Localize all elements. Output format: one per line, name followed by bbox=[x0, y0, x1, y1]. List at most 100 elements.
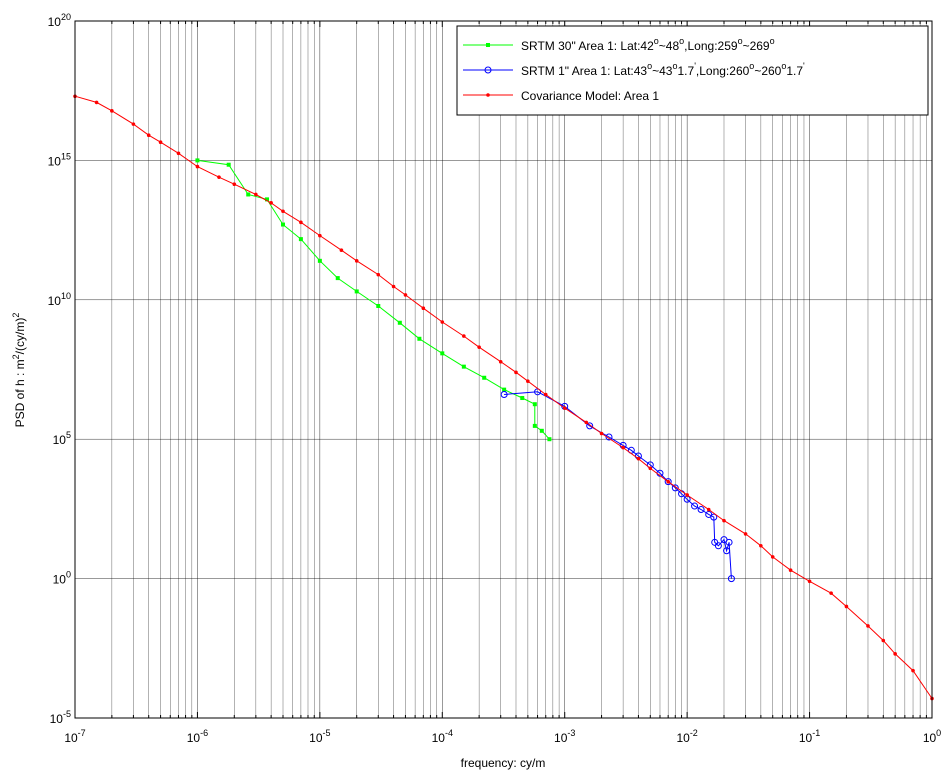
data-point bbox=[246, 192, 251, 197]
y-axis-label-main: PSD of h : m bbox=[13, 359, 27, 427]
data-point bbox=[520, 396, 525, 401]
legend-label-part: 1.7 bbox=[786, 64, 803, 78]
data-point bbox=[417, 336, 422, 341]
series-line bbox=[74, 95, 933, 699]
data-point bbox=[685, 493, 689, 497]
data-point bbox=[697, 506, 705, 514]
tick-base: 10 bbox=[53, 573, 67, 587]
data-point bbox=[586, 422, 594, 430]
data-point bbox=[281, 222, 286, 227]
data-point bbox=[477, 345, 481, 349]
data-point bbox=[691, 502, 699, 510]
data-point bbox=[317, 258, 322, 263]
legend-label-part: ' bbox=[694, 61, 696, 71]
data-point bbox=[807, 579, 812, 584]
tick-base: 10 bbox=[554, 731, 568, 745]
axes-background bbox=[75, 21, 932, 718]
data-point bbox=[217, 175, 221, 179]
legend-label-part: o bbox=[672, 61, 677, 71]
data-point bbox=[318, 233, 322, 238]
data-point bbox=[881, 638, 886, 643]
legend-label-part: o bbox=[770, 36, 775, 46]
series-0 bbox=[195, 158, 552, 442]
data-point bbox=[498, 359, 503, 364]
data-point bbox=[866, 624, 870, 628]
tick-exponent: -1 bbox=[812, 728, 820, 738]
data-point bbox=[584, 420, 589, 425]
x-tick-label: 10-7 bbox=[64, 728, 85, 745]
tick-exponent: -4 bbox=[445, 728, 453, 738]
data-point bbox=[94, 100, 99, 105]
legend-label-part: ~48 bbox=[659, 39, 680, 53]
tick-exponent: 15 bbox=[61, 151, 71, 161]
x-axis-label: frequency: cy/m bbox=[461, 756, 546, 770]
y-tick-label: 1015 bbox=[48, 151, 71, 168]
data-point bbox=[526, 379, 530, 384]
data-point bbox=[636, 456, 641, 461]
plot-area: 10-7 10-6 10-5 10-4 10-3 10-2 10-1 10010-510010… bbox=[48, 12, 942, 745]
data-point bbox=[391, 284, 396, 289]
tick-base: 10 bbox=[187, 731, 201, 745]
data-point bbox=[532, 402, 537, 407]
tick-base: 10 bbox=[50, 712, 64, 726]
data-point bbox=[911, 668, 915, 673]
data-point bbox=[269, 201, 273, 205]
data-point bbox=[829, 591, 833, 595]
x-tick-label: 10-3 bbox=[554, 728, 575, 745]
data-point bbox=[226, 162, 231, 167]
legend-label-part: ,Long:260 bbox=[696, 64, 750, 78]
legend-label-part: o bbox=[654, 36, 659, 46]
data-point bbox=[281, 209, 285, 214]
tick-exponent: 5 bbox=[66, 430, 71, 440]
data-point bbox=[299, 220, 303, 225]
tick-exponent: 0 bbox=[66, 570, 71, 580]
data-point bbox=[547, 437, 552, 442]
data-point bbox=[759, 544, 763, 548]
data-point bbox=[671, 484, 679, 492]
data-point bbox=[354, 259, 359, 263]
x-tick-label: 10-4 bbox=[432, 728, 453, 745]
data-point bbox=[666, 479, 670, 484]
legend-label-part: ~269 bbox=[743, 39, 770, 53]
data-point bbox=[770, 555, 775, 559]
data-point bbox=[440, 351, 445, 356]
data-point bbox=[532, 423, 537, 428]
legend-label: SRTM 1" Area 1: Lat:43o~43o1.7',Long:260… bbox=[521, 61, 805, 78]
series-2 bbox=[73, 94, 934, 701]
legend-label-part: Covariance Model: Area 1 bbox=[521, 89, 659, 103]
data-point bbox=[131, 122, 136, 126]
series-line bbox=[504, 391, 732, 579]
data-point bbox=[706, 507, 711, 512]
data-point bbox=[664, 478, 672, 486]
legend-label-part: ~260 bbox=[754, 64, 781, 78]
legend-label-part: o bbox=[738, 36, 743, 46]
y-axis-label-sup1: 2 bbox=[11, 354, 21, 359]
x-tick-label: 100 bbox=[923, 728, 941, 745]
y-axis-label-sup2: 2 bbox=[11, 313, 21, 318]
tick-base: 10 bbox=[923, 731, 937, 745]
tick-base: 10 bbox=[48, 154, 62, 168]
data-point bbox=[335, 276, 340, 281]
tick-exponent: -7 bbox=[78, 728, 86, 738]
x-tick-label: 10-6 bbox=[187, 728, 208, 745]
data-point bbox=[725, 538, 733, 546]
data-point bbox=[195, 164, 200, 169]
legend-label-part: 1.7 bbox=[678, 64, 695, 78]
x-tick-label: 10-2 bbox=[676, 728, 697, 745]
data-point bbox=[298, 237, 303, 242]
data-point bbox=[339, 248, 344, 253]
tick-base: 10 bbox=[64, 731, 78, 745]
legend-swatch-marker bbox=[486, 43, 490, 47]
legend-box bbox=[456, 25, 929, 116]
tick-base: 10 bbox=[48, 15, 62, 29]
tick-exponent: -5 bbox=[323, 728, 331, 738]
data-point bbox=[264, 197, 269, 202]
data-point bbox=[788, 568, 793, 573]
legend-label-part: SRTM 30" Area 1: Lat:42 bbox=[521, 39, 654, 53]
tick-exponent: 10 bbox=[61, 291, 71, 301]
data-point bbox=[232, 182, 237, 187]
data-point bbox=[482, 375, 487, 380]
data-point bbox=[710, 513, 718, 521]
data-point bbox=[461, 364, 466, 369]
